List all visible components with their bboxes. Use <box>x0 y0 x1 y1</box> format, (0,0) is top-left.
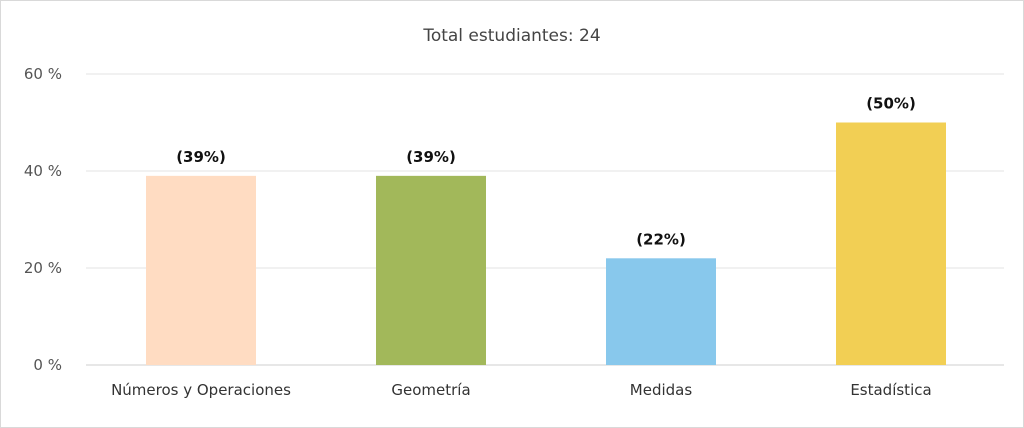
bar <box>146 175 256 365</box>
bar <box>606 258 716 365</box>
y-tick-label: 40 % <box>24 162 62 180</box>
data-label: (39%) <box>406 148 456 166</box>
x-category-label: Estadística <box>850 381 931 399</box>
y-axis: 0 % 20 % 40 % 60 % <box>24 65 62 374</box>
x-category-label: Geometría <box>391 381 470 399</box>
x-category-label: Números y Operaciones <box>111 381 291 399</box>
x-axis: Números y Operaciones Geometría Medidas Est… <box>111 381 932 399</box>
x-category-label: Medidas <box>630 381 693 399</box>
bars <box>146 122 946 365</box>
data-label: (22%) <box>636 230 686 248</box>
y-tick-label: 60 % <box>24 65 62 83</box>
bar <box>836 122 946 365</box>
bar <box>376 175 486 365</box>
y-tick-label: 0 % <box>33 356 62 374</box>
chart-title: Total estudiantes: 24 <box>422 26 600 46</box>
data-label: (39%) <box>176 148 226 166</box>
y-tick-label: 20 % <box>24 259 62 277</box>
data-labels: (39%) (39%) (22%) (50%) <box>176 95 916 249</box>
data-label: (50%) <box>866 95 916 113</box>
